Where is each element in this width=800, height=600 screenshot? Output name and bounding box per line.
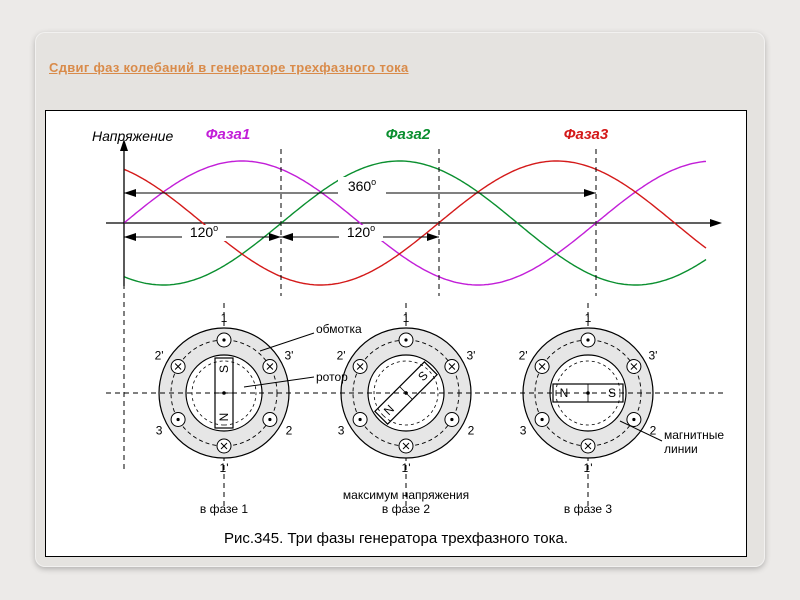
- figure: { "title": "Сдвиг фаз колебаний в генера…: [45, 110, 747, 557]
- svg-text:3': 3': [284, 349, 293, 363]
- svg-text:1: 1: [403, 311, 410, 325]
- title-link[interactable]: Сдвиг фаз колебаний в генераторе трехфаз…: [49, 60, 409, 75]
- caption-phase-1: в фазе 1: [200, 502, 248, 516]
- y-axis-label: Напряжение: [92, 128, 173, 144]
- svg-text:3': 3': [466, 349, 475, 363]
- stage: Сдвиг фаз колебаний в генераторе трехфаз…: [0, 0, 800, 600]
- phase-label-2: Фаза2: [386, 126, 431, 143]
- diagram-svg: Напряжение Фаза1 Фаза2 Фаза3 360o: [46, 111, 746, 556]
- svg-text:1': 1': [584, 461, 593, 475]
- label-winding: обмотка: [316, 322, 362, 336]
- svg-text:2: 2: [286, 424, 293, 438]
- svg-text:3: 3: [156, 424, 163, 438]
- slide-card: Сдвиг фаз колебаний в генераторе трехфаз…: [35, 32, 765, 567]
- label-maglines-1: магнитные: [664, 428, 724, 442]
- caption-phase-2: в фазе 2: [382, 502, 430, 516]
- svg-text:2': 2': [519, 349, 528, 363]
- svg-text:3: 3: [338, 424, 345, 438]
- svg-text:2': 2': [155, 349, 164, 363]
- caption-phase-3: в фазе 3: [564, 502, 612, 516]
- svg-text:N: N: [217, 413, 231, 422]
- svg-text:1': 1': [402, 461, 411, 475]
- svg-text:3': 3': [648, 349, 657, 363]
- caption-max: максимум напряжения: [343, 488, 469, 502]
- phase-label-3: Фаза3: [564, 126, 609, 143]
- label-maglines-2: линии: [664, 442, 698, 456]
- svg-text:3: 3: [520, 424, 527, 438]
- figure-caption: Рис.345. Три фазы генератора трехфазного…: [224, 530, 568, 547]
- svg-text:1: 1: [585, 311, 592, 325]
- svg-text:2': 2': [337, 349, 346, 363]
- svg-text:2: 2: [468, 424, 475, 438]
- svg-text:S: S: [217, 365, 231, 373]
- phase-label-1: Фаза1: [206, 126, 250, 143]
- svg-text:1: 1: [221, 311, 228, 325]
- label-rotor: ротор: [316, 370, 348, 384]
- svg-text:1': 1': [220, 461, 229, 475]
